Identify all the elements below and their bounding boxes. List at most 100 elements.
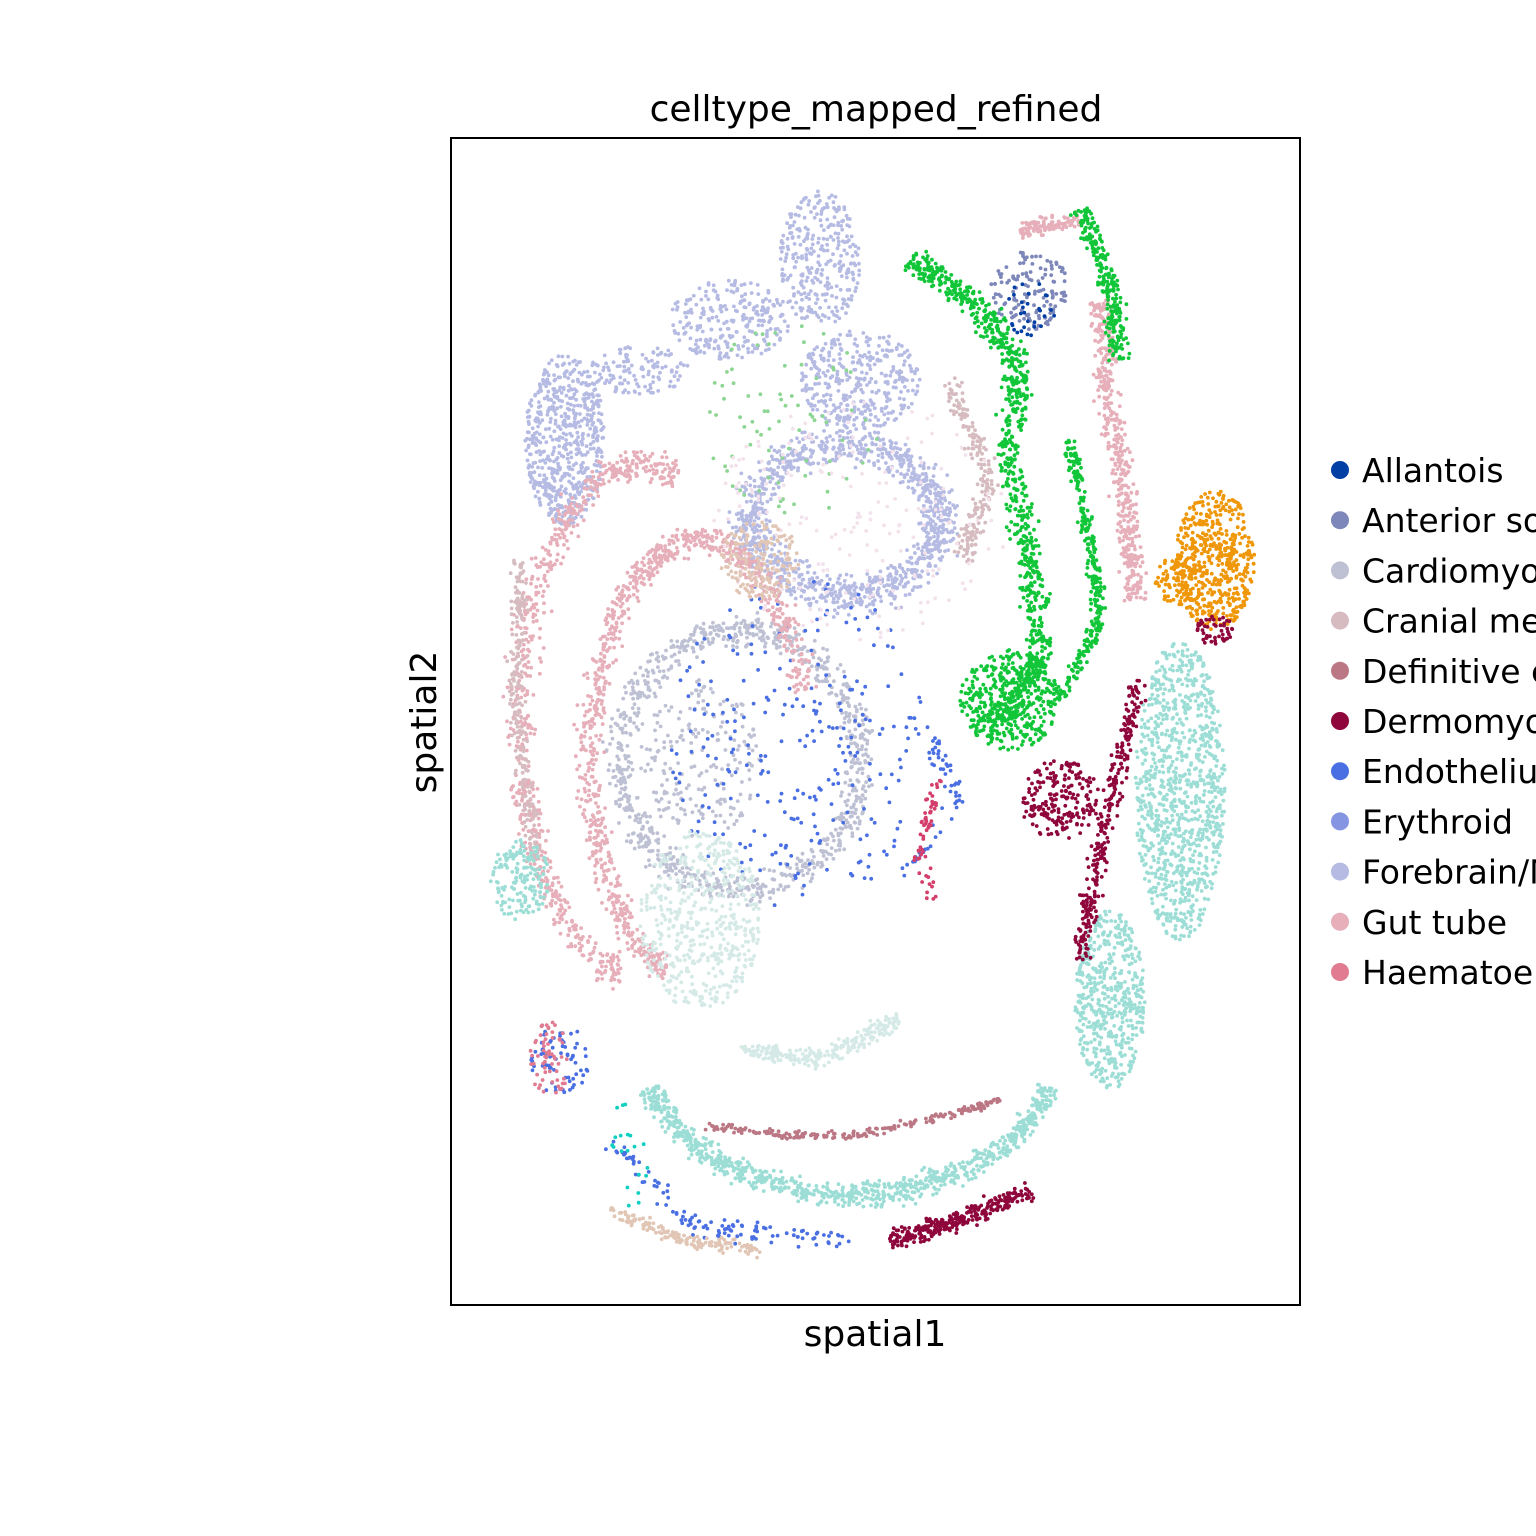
scatter-point (929, 484, 933, 489)
scatter-point (729, 626, 734, 630)
scatter-point (860, 744, 865, 749)
scatter-point (748, 899, 753, 903)
scatter-point (815, 297, 820, 301)
scatter-point (576, 435, 580, 439)
scatter-point (794, 300, 798, 305)
scatter-point (846, 297, 851, 301)
scatter-point (768, 896, 772, 900)
scatter-point (547, 511, 551, 516)
scatter-point (782, 510, 787, 515)
scatter-point (796, 871, 800, 876)
scatter-point (1062, 290, 1066, 295)
scatter-point (527, 422, 531, 426)
scatter-point (640, 722, 645, 726)
scatter-point (547, 361, 551, 366)
scatter-point (548, 420, 553, 424)
scatter-point (806, 585, 810, 590)
scatter-point (647, 694, 651, 699)
scatter-point (822, 1233, 826, 1237)
scatter-point (850, 783, 855, 788)
scatter-point (623, 780, 628, 785)
scatter-point (700, 804, 705, 808)
scatter-point (849, 735, 854, 740)
scatter-point (769, 624, 773, 629)
scatter-point (831, 200, 836, 205)
scatter-point (809, 366, 814, 371)
scatter-point (609, 729, 614, 734)
scatter-point (781, 888, 786, 892)
scatter-point (646, 680, 650, 685)
scatter-point (778, 336, 782, 341)
scatter-point (858, 837, 863, 842)
scatter-point (788, 273, 793, 278)
scatter-point (770, 492, 774, 497)
scatter-point (588, 736, 593, 740)
scatter-point (635, 679, 640, 684)
scatter-point (854, 285, 858, 290)
scatter-point (784, 1231, 789, 1236)
scatter-point (845, 820, 850, 825)
scatter-point (538, 388, 543, 392)
scatter-point (718, 884, 723, 889)
scatter-point (784, 873, 789, 878)
scatter-point (756, 292, 761, 296)
scatter-point (641, 813, 645, 818)
scatter-point (683, 644, 688, 649)
scatter-point (825, 655, 830, 660)
scatter-point (691, 646, 695, 651)
scatter-point (794, 259, 798, 264)
scatter-point (676, 792, 680, 796)
scatter-point (596, 446, 601, 451)
scatter-point (834, 1244, 839, 1249)
scatter-point (927, 500, 931, 504)
scatter-point (552, 429, 557, 434)
scatter-point (691, 649, 696, 654)
scatter-point (543, 481, 548, 486)
scatter-point (563, 446, 568, 451)
scatter-point (853, 704, 858, 709)
scatter-point (747, 547, 752, 552)
scatter-point (748, 796, 752, 801)
scatter-point (742, 619, 747, 624)
scatter-point (861, 585, 865, 589)
scatter-point (585, 406, 589, 411)
scatter-point (900, 353, 904, 357)
scatter-point (799, 637, 804, 642)
scatter-point (837, 361, 842, 366)
scatter-point (815, 677, 819, 682)
scatter-point (844, 710, 848, 715)
scatter-point (899, 672, 904, 677)
scatter-point (909, 454, 914, 459)
scatter-point (696, 819, 701, 824)
scatter-point (669, 748, 674, 752)
scatter-point (742, 739, 747, 744)
scatter-point (895, 586, 899, 591)
scatter-point (735, 799, 740, 803)
chart-title: celltype_mapped_refined (650, 89, 1103, 130)
scatter-point (734, 634, 739, 639)
scatter-point (740, 355, 744, 360)
scatter-point (743, 292, 748, 297)
scatter-point (770, 471, 775, 476)
scatter-point (759, 624, 764, 628)
scatter-point (819, 439, 824, 444)
scatter-point (868, 418, 872, 423)
scatter-point (762, 491, 766, 496)
scatter-point (577, 450, 581, 455)
scatter-point (682, 638, 687, 643)
scatter-point (737, 629, 742, 634)
scatter-point (768, 497, 773, 502)
scatter-point (733, 719, 737, 723)
scatter-point (750, 350, 755, 354)
scatter-point (744, 513, 749, 518)
scatter-point (611, 775, 616, 780)
scatter-point (845, 217, 850, 221)
scatter-point (1027, 327, 1031, 331)
scatter-point (731, 894, 736, 899)
scatter-point (639, 766, 643, 771)
scatter-point (815, 667, 819, 672)
scatter-point (795, 788, 800, 793)
scatter-point (607, 681, 612, 686)
scatter-point (748, 518, 753, 523)
